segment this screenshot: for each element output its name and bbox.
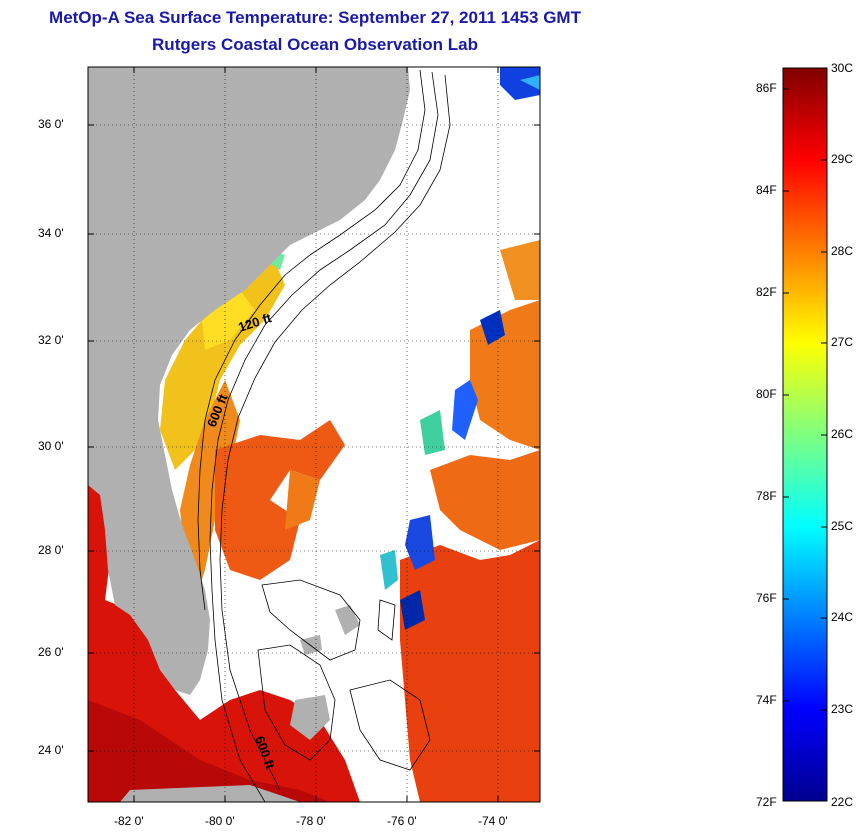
lon-label: -82 0'	[114, 814, 144, 828]
colorbar-c-label: 28C	[831, 244, 854, 258]
colorbar-f-label: 80F	[756, 387, 777, 401]
colorbar-c-label: 23C	[831, 702, 854, 716]
colorbar-ticks	[783, 88, 827, 711]
colorbar-c-label: 25C	[831, 519, 854, 533]
colorbar-f-label: 72F	[756, 795, 777, 809]
depth-contours	[197, 69, 451, 802]
colorbar-f-label: 82F	[756, 285, 777, 299]
lat-label: 26 0'	[38, 645, 64, 659]
colorbar-c-label: 22C	[831, 795, 854, 809]
lat-label: 32 0'	[38, 333, 64, 347]
colorbar-c-label: 26C	[831, 427, 854, 441]
colorbar-f-label: 76F	[756, 591, 777, 605]
colorbar-c-label: 29C	[831, 152, 854, 166]
colorbar-f-label: 84F	[756, 183, 777, 197]
colorbar-f-label: 78F	[756, 489, 777, 503]
map-area	[88, 67, 540, 802]
graticule	[88, 67, 540, 802]
lat-label: 36 0'	[38, 117, 64, 131]
colorbar-c-label: 27C	[831, 335, 854, 349]
colorbar-f-label: 86F	[756, 81, 777, 95]
map-title: MetOp-A Sea Surface Temperature: Septemb…	[49, 8, 581, 27]
lat-label: 28 0'	[38, 543, 64, 557]
colorbar	[782, 67, 828, 802]
map-frame	[87, 66, 541, 803]
lon-label: -74 0'	[478, 814, 508, 828]
axis-ticks	[88, 67, 540, 802]
lon-label: -78 0'	[296, 814, 326, 828]
map-subtitle: Rutgers Coastal Ocean Observation Lab	[152, 35, 478, 54]
lat-label: 30 0'	[38, 439, 64, 453]
colorbar-c-label: 30C	[831, 61, 854, 75]
lat-label: 34 0'	[38, 226, 64, 240]
lat-label: 24 0'	[38, 743, 64, 757]
colorbar-c-label: 24C	[831, 610, 854, 624]
lon-label: -76 0'	[387, 814, 417, 828]
colorbar-f-label: 74F	[756, 693, 777, 707]
lon-label: -80 0'	[205, 814, 235, 828]
land-mass	[88, 67, 410, 695]
